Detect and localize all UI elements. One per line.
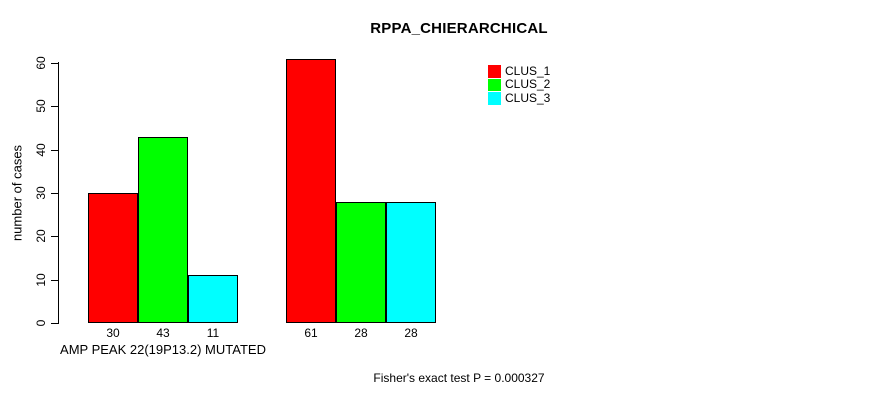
bar-value-label: 28: [404, 326, 418, 340]
bar-clus_2-group2: [336, 201, 386, 323]
bar-value-label: 28: [354, 326, 368, 340]
legend-label: CLUS_3: [505, 90, 551, 105]
y-tick-label: 60: [34, 56, 48, 70]
y-tick-label: 40: [34, 142, 48, 157]
x-axis-label: AMP PEAK 22(19P13.2) MUTATED: [60, 342, 266, 357]
y-tick-label: 30: [34, 186, 48, 200]
bar-clus_1-group2: [286, 58, 336, 323]
y-axis-label: number of cases: [9, 144, 25, 242]
y-tick-label: 20: [34, 229, 48, 244]
legend-swatch-icon: [488, 92, 501, 105]
bar-clus_3-group1: [188, 275, 238, 323]
legend-row-clus_2: CLUS_2: [488, 77, 551, 92]
y-tick-label: 0: [34, 319, 48, 327]
bar-value-label: 61: [304, 326, 318, 340]
y-tick-label: 50: [34, 99, 48, 114]
bar-value-label: 43: [156, 326, 170, 340]
legend-swatch-icon: [488, 65, 501, 78]
legend: CLUS_1 CLUS_2 CLUS_3: [488, 64, 551, 105]
y-tick-mark: [51, 149, 58, 151]
y-tick-mark: [51, 106, 58, 108]
bar-clus_3-group2: [386, 201, 436, 323]
y-tick-mark: [51, 279, 58, 281]
bar-value-label: 11: [206, 326, 220, 340]
legend-swatch-icon: [488, 78, 501, 92]
fisher-test-annotation: Fisher's exact test P = 0.000327: [373, 371, 545, 385]
chart-title: RPPA_CHIERARCHICAL: [370, 20, 548, 37]
bar-clus_1-group1: [88, 193, 138, 323]
y-tick-mark: [51, 63, 58, 64]
legend-row-clus_3: CLUS_3: [488, 90, 551, 105]
y-tick-mark: [51, 193, 58, 194]
legend-label: CLUS_1: [505, 64, 551, 78]
bar-clus_2-group1: [138, 136, 188, 323]
legend-row-clus_1: CLUS_1: [488, 64, 551, 78]
y-tick-mark: [51, 323, 58, 324]
bar-value-label: 30: [106, 326, 120, 340]
y-tick-label: 10: [34, 272, 48, 287]
y-axis-line: [58, 62, 59, 324]
legend-label: CLUS_2: [505, 77, 551, 92]
y-tick-mark: [51, 236, 58, 238]
